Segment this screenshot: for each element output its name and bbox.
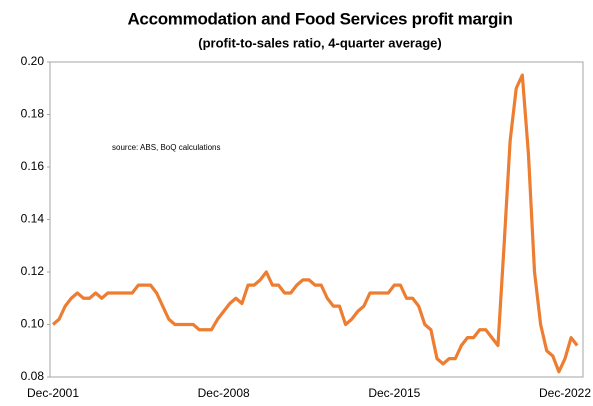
source-note: source: ABS, BoQ calculations [112, 143, 221, 152]
x-tick-label: Dec-2015 [368, 386, 420, 400]
x-tick-label: Dec-2008 [198, 386, 250, 400]
y-tick-label: 0.14 [21, 212, 45, 226]
y-tick-label: 0.16 [21, 159, 45, 173]
y-tick-label: 0.12 [21, 264, 45, 278]
plot-frame [49, 61, 584, 378]
y-tick-label: 0.10 [21, 317, 45, 331]
y-tick-label: 0.18 [21, 107, 45, 121]
x-tick-label: Dec-2001 [27, 386, 79, 400]
chart-title: Accommodation and Food Services profit m… [127, 9, 512, 28]
y-tick-label: 0.20 [21, 54, 45, 68]
x-tick-label: Dec-2022 [539, 386, 591, 400]
chart-subtitle: (profit-to-sales ratio, 4-quarter averag… [198, 35, 441, 50]
data-line [51, 73, 579, 374]
y-tick-label: 0.08 [21, 369, 45, 383]
